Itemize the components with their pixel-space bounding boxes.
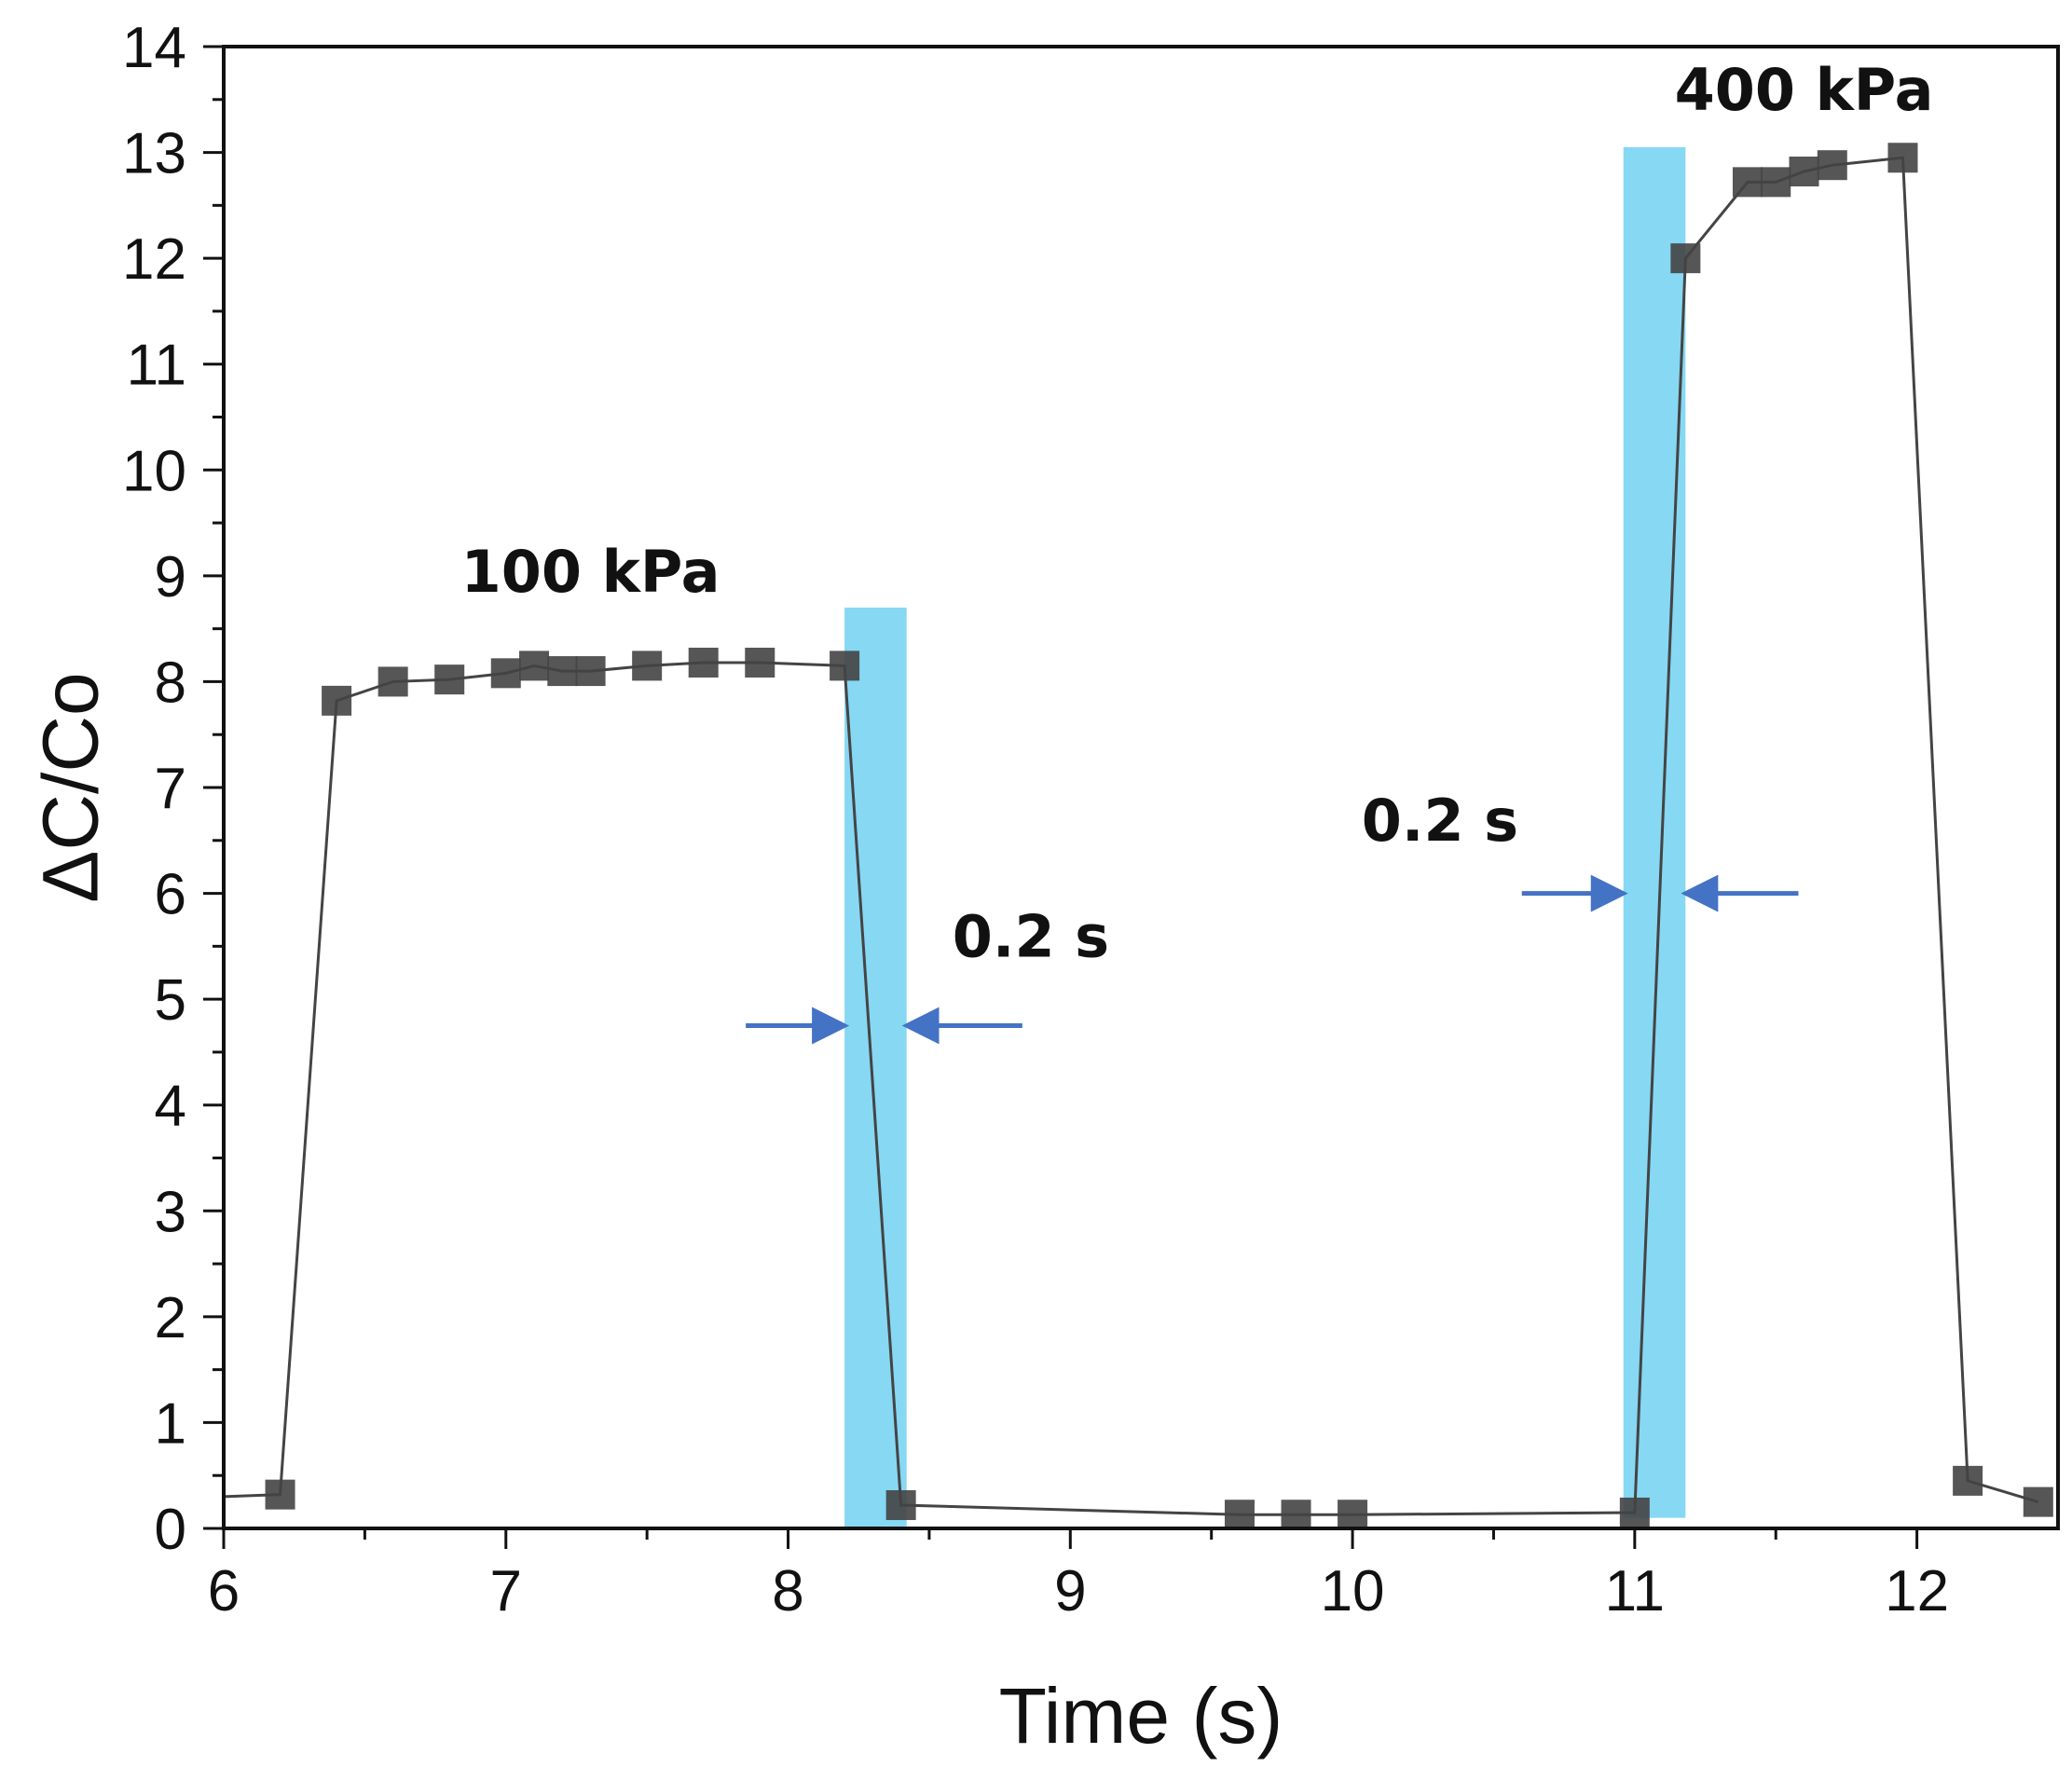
- series-line-layer: [223, 156, 2039, 1516]
- data-point: [322, 685, 352, 716]
- y-tick-label: 7: [155, 757, 186, 821]
- data-point: [632, 651, 663, 681]
- data-point: [885, 1490, 916, 1521]
- x-axis-title: Time (s): [999, 1672, 1283, 1760]
- x-axis-ticks: 6 7 8 9 10 11 12: [208, 1528, 1949, 1623]
- y-tick-label: 8: [155, 651, 186, 715]
- y-tick-label: 3: [155, 1180, 186, 1244]
- plot-frame: [222, 45, 2060, 1530]
- data-points: [265, 143, 2053, 1530]
- data-point: [547, 656, 578, 687]
- y-axis-title: ΔC/Co: [26, 672, 114, 903]
- y-tick-label: 11: [127, 334, 186, 398]
- data-point: [575, 656, 606, 687]
- data-point: [519, 651, 550, 681]
- data-point: [1761, 167, 1791, 198]
- y-tick-label: 14: [122, 16, 186, 80]
- data-point: [830, 651, 860, 681]
- data-point: [265, 1479, 295, 1510]
- label-duration-2: 0.2 s: [1362, 787, 1518, 855]
- x-tick-label: 6: [208, 1559, 240, 1623]
- y-tick-label: 9: [155, 545, 186, 610]
- y-tick-label: 0: [155, 1498, 186, 1562]
- y-tick-label: 2: [155, 1286, 186, 1350]
- label-duration-1: 0.2 s: [953, 903, 1109, 971]
- data-point: [1281, 1500, 1311, 1530]
- highlight-band-2: [1623, 146, 1686, 1518]
- data-point: [377, 666, 408, 697]
- data-point: [2023, 1486, 2053, 1517]
- data-point: [1732, 167, 1763, 198]
- y-tick-label: 12: [122, 227, 186, 292]
- x-tick-label: 10: [1321, 1559, 1385, 1623]
- y-tick-label: 4: [155, 1075, 186, 1139]
- data-point: [1338, 1500, 1368, 1530]
- x-tick-label: 12: [1885, 1559, 1949, 1623]
- x-tick-label: 7: [490, 1559, 522, 1623]
- data-point: [1887, 143, 1918, 173]
- y-tick-label: 6: [155, 863, 186, 927]
- y-tick-label: 13: [122, 122, 186, 186]
- data-point: [1789, 157, 1819, 187]
- x-tick-label: 9: [1054, 1559, 1086, 1623]
- series-line: [223, 156, 2039, 1516]
- data-point: [1224, 1500, 1255, 1530]
- data-point: [1619, 1497, 1650, 1527]
- annotations: 100 kPa 400 kPa 0.2 s 0.2 s: [461, 56, 1934, 971]
- highlight-band-1: [844, 607, 907, 1528]
- data-point: [1817, 150, 1847, 181]
- y-tick-label: 10: [122, 439, 186, 503]
- x-tick-label: 11: [1605, 1559, 1665, 1623]
- data-point: [490, 658, 521, 689]
- data-point: [1953, 1465, 1983, 1496]
- data-point: [688, 647, 719, 678]
- y-tick-label: 1: [155, 1391, 186, 1456]
- x-tick-label: 8: [772, 1559, 803, 1623]
- data-point: [745, 647, 775, 678]
- y-tick-label: 5: [155, 968, 186, 1033]
- data-point: [1670, 243, 1701, 274]
- data-point: [434, 664, 465, 695]
- highlight-bands: [844, 146, 1686, 1528]
- label-100kpa: 100 kPa: [461, 538, 720, 606]
- label-400kpa: 400 kPa: [1675, 56, 1934, 124]
- duration-arrows: [746, 874, 1799, 1045]
